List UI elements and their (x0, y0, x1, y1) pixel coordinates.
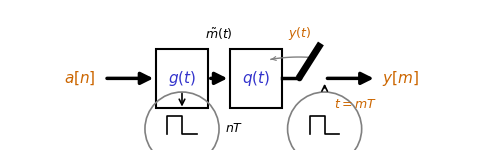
Text: $y[m]$: $y[m]$ (382, 69, 419, 88)
Bar (156, 49, 208, 108)
Text: $q(t)$: $q(t)$ (242, 69, 270, 88)
Bar (230, 49, 282, 108)
Text: $\tilde{m}(t)$: $\tilde{m}(t)$ (205, 27, 233, 42)
Text: $nT$: $nT$ (225, 122, 243, 135)
Text: $g(t)$: $g(t)$ (168, 69, 196, 88)
Text: $t = mT$: $t = mT$ (334, 98, 377, 111)
Text: $y(t)$: $y(t)$ (288, 25, 311, 42)
Text: $a[n]$: $a[n]$ (65, 70, 96, 87)
